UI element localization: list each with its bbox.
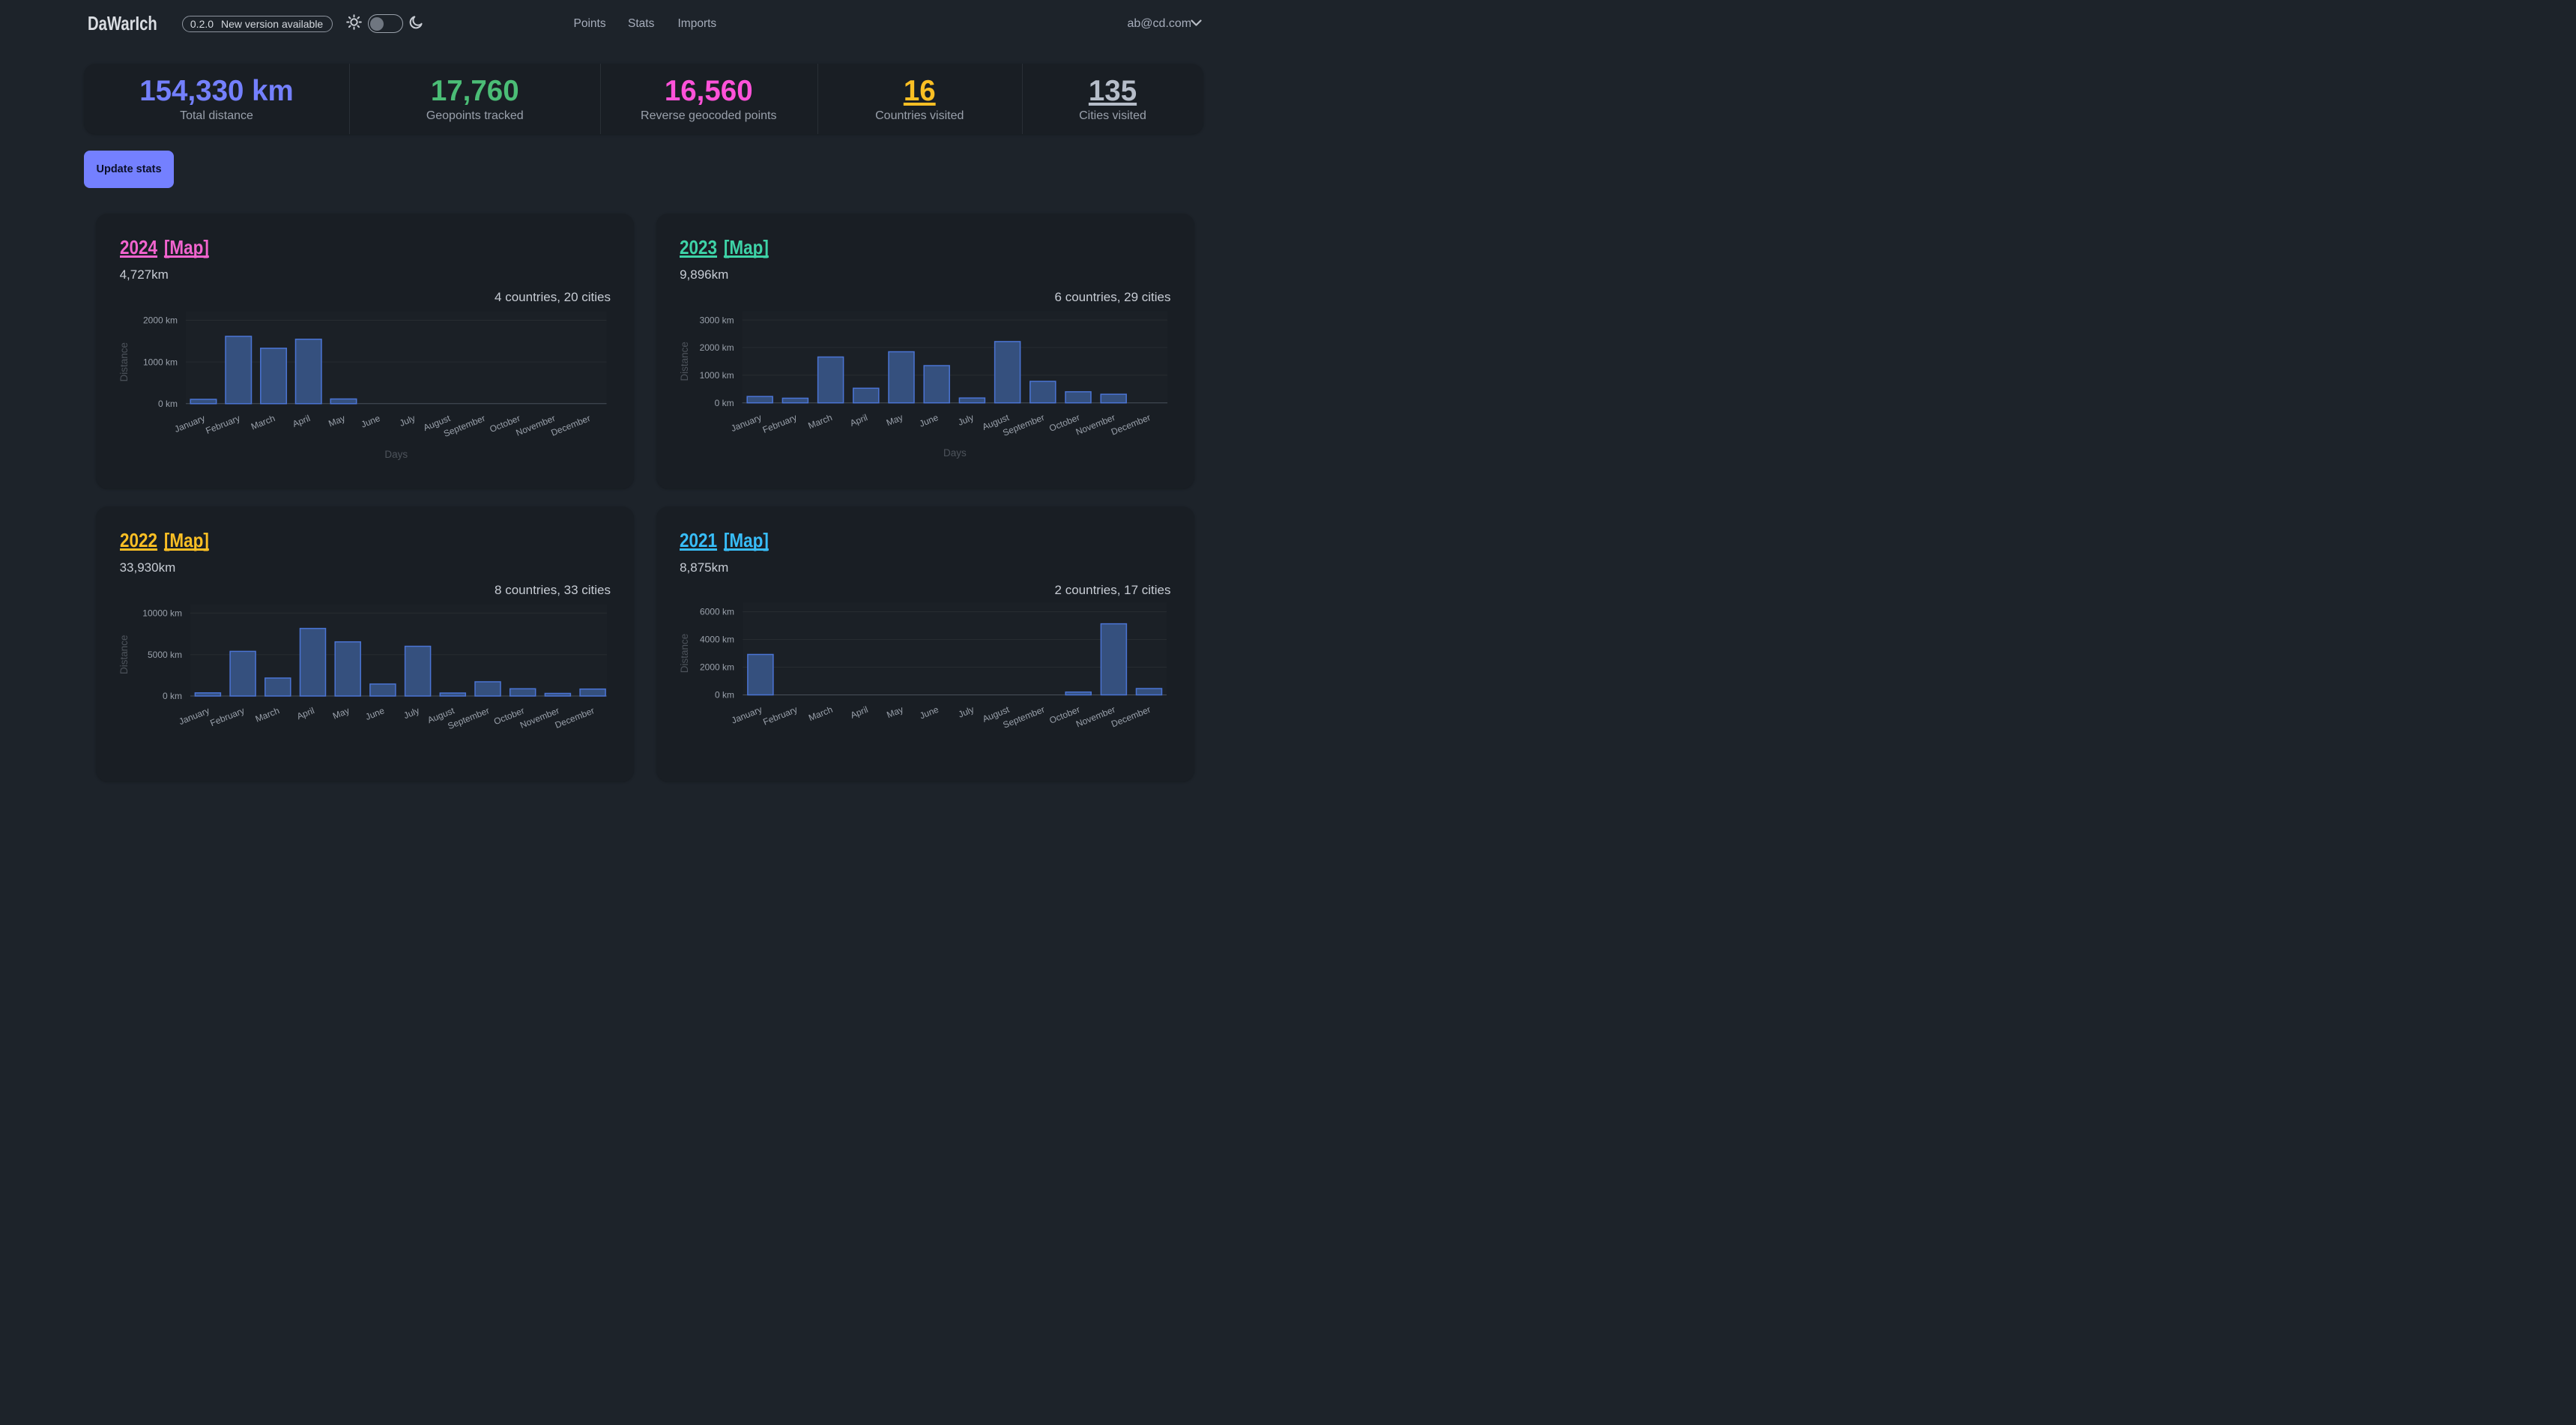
svg-text:July: July	[956, 412, 975, 428]
svg-text:March: March	[254, 705, 281, 724]
svg-text:April: April	[291, 413, 312, 429]
svg-text:0 km: 0 km	[163, 691, 182, 701]
svg-text:Distance: Distance	[118, 635, 130, 674]
svg-text:November: November	[1074, 412, 1116, 438]
svg-text:February: February	[205, 413, 242, 436]
svg-text:June: June	[360, 412, 382, 429]
svg-text:November: November	[1074, 704, 1116, 729]
svg-text:March: March	[250, 413, 276, 432]
svg-text:Days: Days	[384, 449, 408, 460]
svg-text:May: May	[327, 413, 346, 429]
svg-text:December: December	[1109, 412, 1152, 438]
svg-text:3000 km: 3000 km	[699, 315, 734, 325]
svg-text:November: November	[515, 413, 557, 438]
svg-text:1000 km: 1000 km	[699, 370, 734, 381]
svg-text:6000 km: 6000 km	[699, 606, 734, 617]
svg-text:0 km: 0 km	[714, 689, 734, 700]
svg-text:January: January	[173, 413, 207, 435]
svg-text:March: March	[806, 412, 833, 431]
svg-text:0 km: 0 km	[714, 397, 734, 408]
svg-text:2000 km: 2000 km	[699, 662, 734, 672]
svg-text:July: July	[402, 705, 421, 721]
svg-text:December: December	[549, 413, 592, 438]
svg-text:May: May	[331, 705, 351, 721]
svg-text:May: May	[884, 412, 904, 428]
svg-text:December: December	[554, 705, 596, 730]
svg-text:November: November	[518, 705, 561, 730]
svg-text:March: March	[807, 704, 834, 722]
svg-text:April: April	[295, 705, 316, 721]
svg-text:June: June	[918, 704, 940, 721]
svg-text:2000 km: 2000 km	[699, 342, 734, 353]
svg-text:April: April	[849, 704, 870, 720]
svg-text:May: May	[885, 704, 904, 719]
svg-text:10000 km: 10000 km	[142, 608, 182, 618]
svg-text:2000 km: 2000 km	[143, 315, 178, 325]
svg-text:Distance: Distance	[679, 342, 690, 381]
svg-text:January: January	[730, 704, 764, 725]
svg-text:July: July	[956, 704, 975, 719]
svg-text:December: December	[1110, 704, 1152, 729]
svg-text:June: June	[917, 411, 940, 429]
svg-text:Distance: Distance	[118, 342, 130, 381]
svg-text:July: July	[398, 413, 417, 429]
svg-text:January: January	[729, 412, 763, 434]
svg-text:January: January	[178, 705, 211, 727]
svg-text:April: April	[848, 412, 869, 429]
svg-text:February: February	[208, 705, 246, 728]
svg-text:1000 km: 1000 km	[143, 357, 178, 367]
svg-text:5000 km: 5000 km	[148, 649, 182, 659]
svg-text:Days: Days	[943, 447, 967, 459]
svg-text:0 km: 0 km	[158, 399, 178, 409]
svg-text:February: February	[761, 412, 798, 435]
svg-text:February: February	[761, 704, 799, 727]
svg-text:4000 km: 4000 km	[699, 634, 734, 644]
svg-text:Distance: Distance	[679, 633, 690, 673]
svg-text:June: June	[364, 705, 387, 722]
